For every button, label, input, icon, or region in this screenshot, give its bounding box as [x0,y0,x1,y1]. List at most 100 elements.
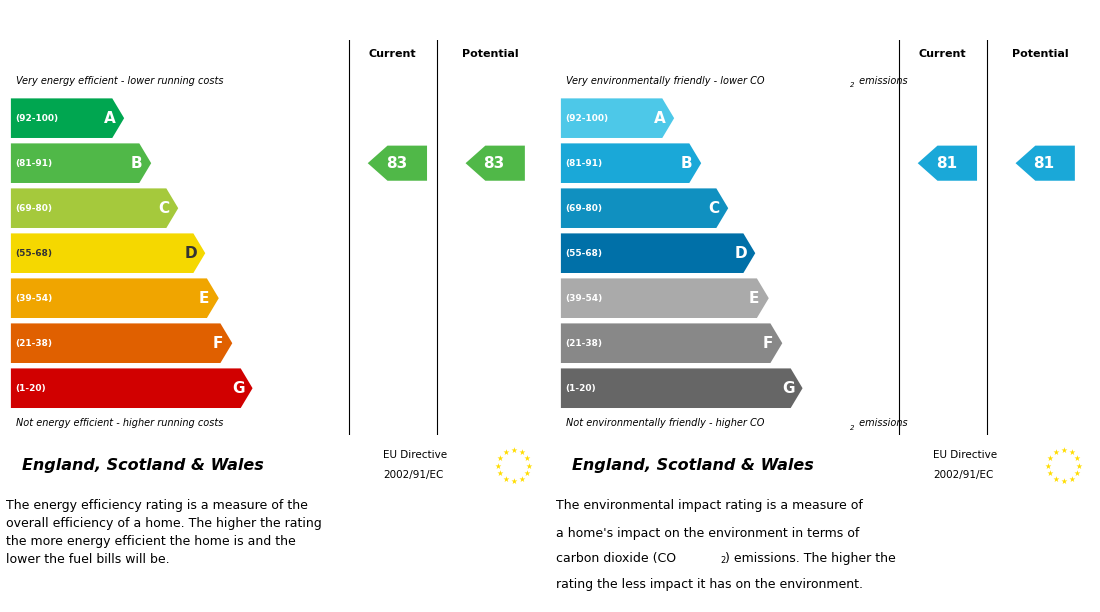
Text: ★: ★ [1052,474,1059,483]
Text: (55-68): (55-68) [15,248,52,258]
Text: carbon dioxide (CO: carbon dioxide (CO [556,552,675,565]
Text: ★: ★ [1074,469,1080,478]
Text: The environmental impact rating is a measure of: The environmental impact rating is a mea… [556,499,862,512]
Text: ★: ★ [502,449,509,457]
Text: 2002/91/EC: 2002/91/EC [933,470,993,480]
Polygon shape [561,143,701,183]
Polygon shape [917,146,977,181]
Text: 81: 81 [936,155,957,171]
Text: ★: ★ [1052,449,1059,457]
Text: A: A [103,111,116,125]
Polygon shape [465,146,525,181]
Polygon shape [561,99,674,138]
Text: ★: ★ [1068,449,1075,457]
Text: E: E [749,291,759,306]
Text: ) Rating: ) Rating [877,8,957,26]
Text: ★: ★ [502,474,509,483]
Text: C: C [708,201,719,215]
Text: (69-80): (69-80) [15,204,52,213]
Text: 2: 2 [719,556,725,565]
Text: (55-68): (55-68) [565,248,602,258]
Text: ★: ★ [1076,461,1082,471]
Text: England, Scotland & Wales: England, Scotland & Wales [22,458,263,472]
Text: ★: ★ [1068,474,1075,483]
Text: C: C [158,201,169,215]
Polygon shape [11,323,232,363]
Polygon shape [561,188,728,228]
Text: a home's impact on the environment in terms of: a home's impact on the environment in te… [556,526,859,540]
Text: 2: 2 [850,82,855,88]
Text: F: F [762,336,773,351]
Text: 83: 83 [484,155,505,171]
Text: emissions: emissions [856,417,908,428]
Polygon shape [1015,146,1075,181]
Text: emissions: emissions [856,75,908,86]
Polygon shape [11,99,124,138]
Text: A: A [653,111,666,125]
Text: Current: Current [918,49,967,59]
Text: EU Directive: EU Directive [383,450,447,460]
Text: (92-100): (92-100) [15,114,58,122]
Polygon shape [11,278,219,318]
Polygon shape [561,323,782,363]
Polygon shape [11,233,206,273]
Text: ★: ★ [524,469,530,478]
Text: B: B [131,155,142,171]
Text: England, Scotland & Wales: England, Scotland & Wales [572,458,813,472]
Text: Very environmentally friendly - lower CO: Very environmentally friendly - lower CO [566,75,764,86]
Text: 83: 83 [386,155,407,171]
Text: ★: ★ [496,469,503,478]
Text: (1-20): (1-20) [565,384,596,393]
Text: ★: ★ [1046,454,1053,463]
Text: ★: ★ [518,449,525,457]
Text: ★: ★ [510,477,517,485]
Text: Environmental Impact (CO: Environmental Impact (CO [566,8,833,26]
Text: (81-91): (81-91) [565,159,603,168]
Polygon shape [11,143,151,183]
Text: (92-100): (92-100) [565,114,608,122]
Text: D: D [185,245,197,261]
Text: G: G [232,381,244,396]
Text: ★: ★ [1074,454,1080,463]
Text: ★: ★ [524,454,530,463]
Text: ★: ★ [510,446,517,455]
Text: (69-80): (69-80) [565,204,602,213]
Text: The energy efficiency rating is a measure of the
overall efficiency of a home. T: The energy efficiency rating is a measur… [6,499,321,565]
Text: (21-38): (21-38) [15,338,52,348]
Text: rating the less impact it has on the environment.: rating the less impact it has on the env… [556,578,862,591]
Text: D: D [735,245,747,261]
Text: ★: ★ [496,454,503,463]
Text: E: E [199,291,209,306]
Text: 2002/91/EC: 2002/91/EC [383,470,443,480]
Text: Potential: Potential [462,49,519,59]
Text: F: F [212,336,223,351]
Text: G: G [782,381,794,396]
Text: ★: ★ [1044,461,1052,471]
Text: ★: ★ [1060,446,1067,455]
Polygon shape [11,188,178,228]
Text: ★: ★ [518,474,525,483]
Polygon shape [561,233,756,273]
Text: ★: ★ [1060,477,1067,485]
Text: (81-91): (81-91) [15,159,53,168]
Text: 2: 2 [850,425,855,431]
Text: ★: ★ [526,461,532,471]
Text: (39-54): (39-54) [565,294,603,303]
Text: ★: ★ [494,461,502,471]
Polygon shape [11,368,253,408]
Text: Current: Current [368,49,417,59]
Text: ) emissions. The higher the: ) emissions. The higher the [725,552,896,565]
Text: Not environmentally friendly - higher CO: Not environmentally friendly - higher CO [566,417,764,428]
Text: Energy Efficiency Rating: Energy Efficiency Rating [16,8,264,26]
Text: B: B [681,155,692,171]
Polygon shape [561,278,769,318]
Polygon shape [561,368,803,408]
Text: (1-20): (1-20) [15,384,46,393]
Text: (21-38): (21-38) [565,338,602,348]
Text: Not energy efficient - higher running costs: Not energy efficient - higher running co… [16,417,223,428]
Text: 2: 2 [866,18,874,31]
Text: Very energy efficient - lower running costs: Very energy efficient - lower running co… [16,75,223,86]
Text: EU Directive: EU Directive [933,450,997,460]
Text: Potential: Potential [1012,49,1069,59]
Text: ★: ★ [1046,469,1053,478]
